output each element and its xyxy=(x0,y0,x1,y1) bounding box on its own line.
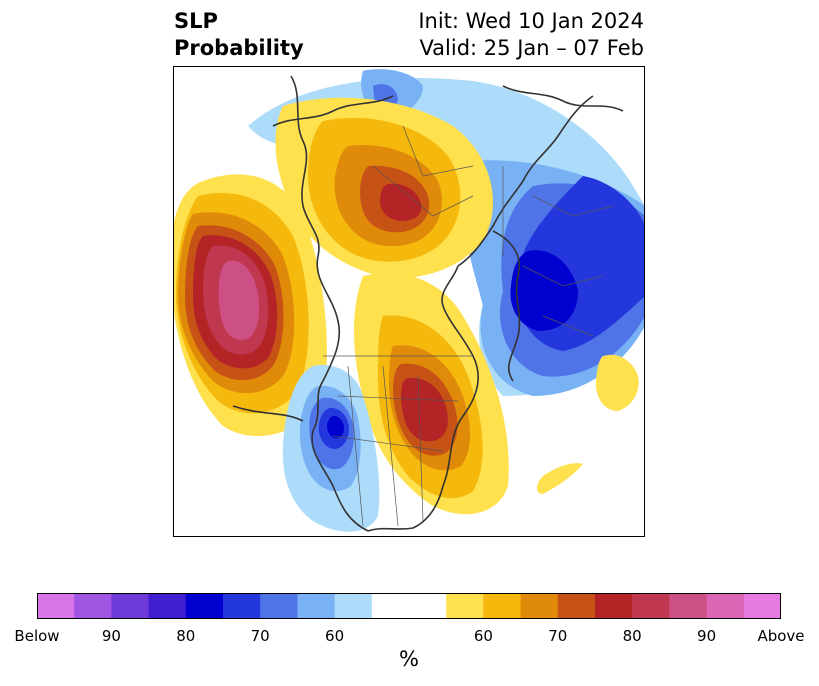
country-borders xyxy=(323,125,614,527)
atlantic-above-60 xyxy=(595,354,639,411)
colorbar-swatch xyxy=(297,593,336,619)
colorbar-tick-label: Above xyxy=(757,627,805,645)
colorbar-tick-label: 60 xyxy=(473,627,493,645)
colorbar-swatch xyxy=(371,593,447,619)
colorbar-tick-label: 90 xyxy=(697,627,717,645)
west-us-below-80 xyxy=(327,416,344,439)
colorbar-tick-label: 60 xyxy=(325,627,345,645)
colorbar-unit: % xyxy=(399,647,419,671)
colorbar-swatch xyxy=(520,593,559,619)
colorbar-swatch xyxy=(632,593,670,619)
colorbar-swatch xyxy=(483,593,522,619)
title-left: SLP Probability xyxy=(174,8,304,62)
title-variable: SLP xyxy=(174,9,218,33)
coastlines xyxy=(232,75,624,532)
colorbar-tick-label: 80 xyxy=(176,627,196,645)
map-border xyxy=(173,66,645,537)
atlantic-above-60-b xyxy=(537,463,583,494)
colorbar-tick-label: 80 xyxy=(622,627,642,645)
colorbar-swatch xyxy=(743,593,782,619)
colorbar-swatch xyxy=(111,593,150,619)
colorbar-swatch xyxy=(148,593,187,619)
colorbar-swatch xyxy=(260,593,298,619)
colorbar-swatch xyxy=(334,593,373,619)
colorbar-swatch xyxy=(185,593,224,619)
colorbar-swatch xyxy=(557,593,596,619)
colorbar-swatch xyxy=(446,593,484,619)
colorbar-outline xyxy=(37,593,781,619)
valid-range: Valid: 25 Jan – 07 Feb xyxy=(419,36,644,60)
colorbar-tick-label: 70 xyxy=(250,627,270,645)
colorbar-swatch xyxy=(74,593,112,619)
title-quantity: Probability xyxy=(174,36,304,60)
probability-map xyxy=(173,66,645,537)
init-date: Init: Wed 10 Jan 2024 xyxy=(418,9,644,33)
colorbar-swatch xyxy=(669,593,708,619)
colorbar-swatch xyxy=(706,593,745,619)
pacific-above-90 xyxy=(218,260,260,340)
siberia-above-80 xyxy=(380,183,422,221)
title-right: Init: Wed 10 Jan 2024 Valid: 25 Jan – 07… xyxy=(418,8,644,62)
map-panel xyxy=(173,66,645,537)
colorbar-tick-label: 90 xyxy=(101,627,121,645)
colorbar-swatches xyxy=(37,593,782,619)
colorbar-tick-label: Below xyxy=(14,627,60,645)
colorbar xyxy=(37,593,782,619)
colorbar-tick-label: 70 xyxy=(548,627,568,645)
colorbar-swatch xyxy=(223,593,261,619)
canada-above-80 xyxy=(401,377,448,442)
europe-below-80 xyxy=(510,250,578,331)
colorbar-swatch xyxy=(595,593,633,619)
colorbar-swatch xyxy=(37,593,75,619)
